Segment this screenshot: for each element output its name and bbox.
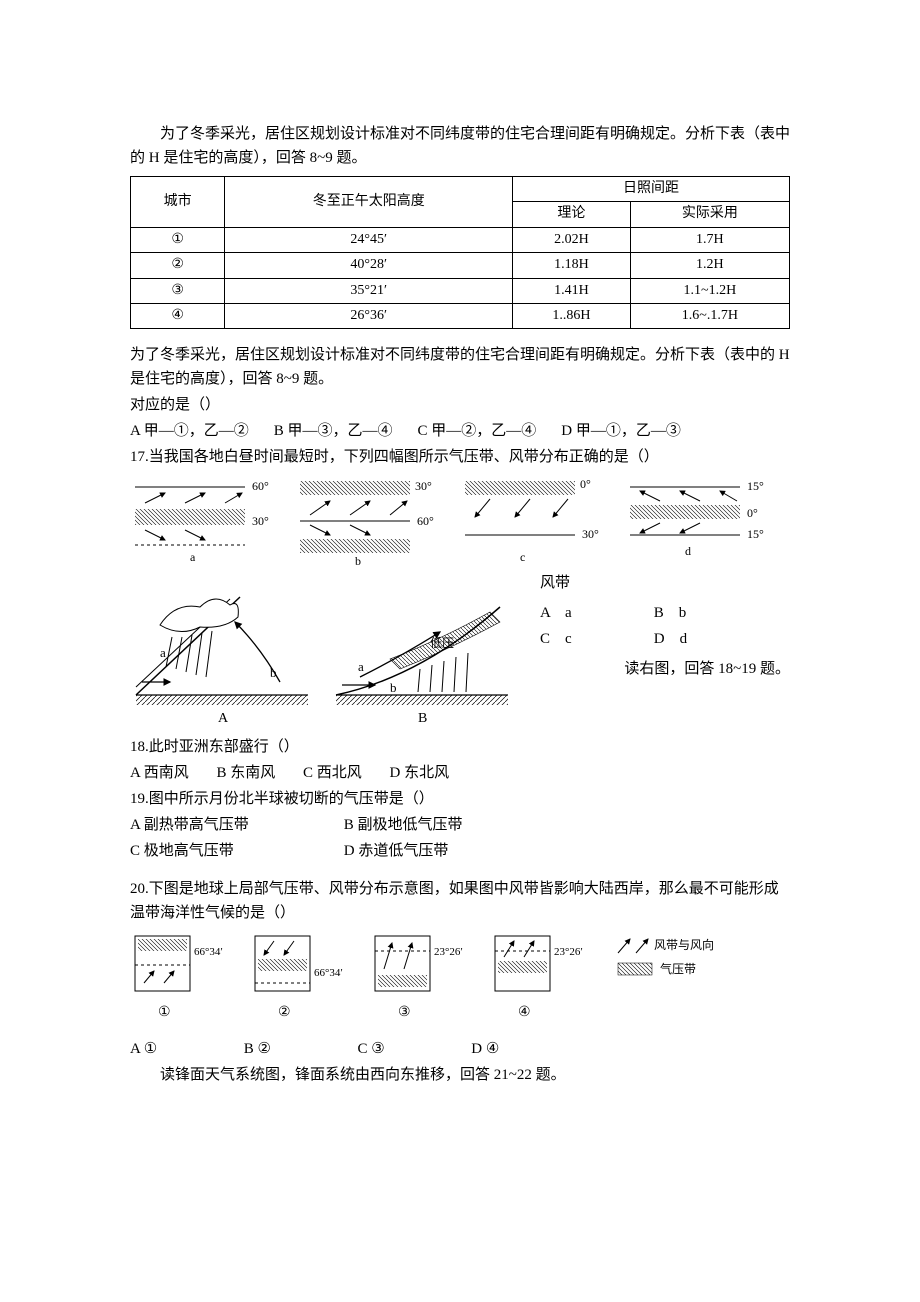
svg-text:30°: 30° [252, 514, 269, 528]
opt-a: A 西南风 [130, 761, 189, 785]
svg-text:A: A [218, 711, 229, 726]
svg-text:a: a [190, 550, 196, 564]
opt-c: C 甲—②，乙—④ [418, 419, 558, 443]
svg-text:0°: 0° [747, 506, 758, 520]
q17-figure: 60° 30° a 30° 60° b 0° 30° c 15° [130, 475, 790, 565]
svg-text:a: a [358, 659, 364, 674]
opt-b: B 甲—③，乙—④ [274, 419, 414, 443]
opt-d: D ④ [471, 1041, 499, 1057]
col-dist: 日照间距 [513, 177, 790, 202]
opt-b: B b [654, 605, 687, 621]
svg-text:15°: 15° [747, 527, 764, 541]
svg-text:23°26′: 23°26′ [554, 946, 583, 958]
intro-top: 为了冬季采光，居住区规划设计标准对不同纬度带的住宅合理间距有明确规定。分析下表（… [130, 122, 790, 170]
opt-c: C ③ [358, 1037, 468, 1061]
svg-text:a: a [160, 645, 166, 660]
opt-c: C 西北风 [303, 761, 362, 785]
svg-text:b: b [355, 554, 361, 565]
opt-a: A 副热带高气压带 [130, 813, 340, 837]
q17-stem: 17.当我国各地白昼时间最短时，下列四幅图所示气压带、风带分布正确的是（） [130, 445, 790, 469]
opt-a: A a [540, 601, 650, 625]
opt-b: B ② [244, 1037, 354, 1061]
svg-text:b: b [270, 665, 277, 680]
svg-text:④: ④ [518, 1005, 531, 1020]
q20-figure: 66°34′ ① 66°34′ ② 23°26′ ③ 23°26′ ④ 风 [130, 931, 790, 1031]
svg-text:c: c [520, 550, 525, 564]
opt-c: C c [540, 627, 650, 651]
q20-stem: 20.下图是地球上局部气压带、风带分布示意图，如果图中风带皆影响大陆西岸，那么最… [130, 877, 790, 925]
q18-stem: 18.此时亚洲东部盛行（） [130, 735, 790, 759]
opt-d: D d [654, 631, 687, 647]
q17-options-2: C c D d [540, 627, 790, 651]
svg-text:b: b [390, 680, 397, 695]
table-row: ① 24°45′ 2.02H 1.7H [131, 227, 790, 252]
svg-text:60°: 60° [252, 479, 269, 493]
svg-text:风带与风向: 风带与风向 [654, 937, 714, 952]
opt-b: B 副极地低气压带 [344, 817, 463, 833]
table-row: ② 40°28′ 1.18H 1.2H [131, 253, 790, 278]
table-header-row: 城市 冬至正午太阳高度 日照间距 [131, 177, 790, 202]
q-match-options: A 甲—①，乙—② B 甲—③，乙—④ C 甲—②，乙—④ D 甲—①，乙—③ [130, 419, 790, 443]
read-right: 读右图，回答 18~19 题。 [540, 657, 790, 681]
col-angle: 冬至正午太阳高度 [225, 177, 513, 228]
opt-b: B 东南风 [217, 761, 276, 785]
svg-text:0°: 0° [580, 477, 591, 491]
opt-d: D 甲—①，乙—③ [561, 419, 701, 443]
opt-a: A 甲—①，乙—② [130, 419, 270, 443]
svg-text:66°34′: 66°34′ [314, 967, 343, 979]
front-figure: a b A 低压 a [130, 577, 520, 727]
svg-text:23°26′: 23°26′ [434, 946, 463, 958]
sunlight-table: 城市 冬至正午太阳高度 日照间距 理论 实际采用 ① 24°45′ 2.02H … [130, 176, 790, 329]
q17-options: A a B b [540, 601, 790, 625]
opt-d: D 东北风 [390, 761, 450, 785]
q19-options-2: C 极地高气压带 D 赤道低气压带 [130, 839, 790, 863]
svg-text:低压: 低压 [430, 636, 454, 650]
svg-text:66°34′: 66°34′ [194, 946, 223, 958]
col-city: 城市 [131, 177, 225, 228]
svg-text:③: ③ [398, 1005, 411, 1020]
opt-a: A ① [130, 1037, 240, 1061]
col-theory: 理论 [513, 202, 631, 227]
col-actual: 实际采用 [630, 202, 789, 227]
svg-text:d: d [685, 544, 691, 558]
opt-d: D 赤道低气压带 [344, 843, 449, 859]
svg-text:30°: 30° [582, 527, 599, 541]
svg-text:①: ① [158, 1005, 171, 1020]
table-row: ③ 35°21′ 1.41H 1.1~1.2H [131, 278, 790, 303]
q19-options: A 副热带高气压带 B 副极地低气压带 [130, 813, 790, 837]
q20-options: A ① B ② C ③ D ④ [130, 1037, 790, 1061]
q-match-stem: 对应的是（） [130, 393, 790, 417]
svg-text:60°: 60° [417, 514, 434, 528]
opt-c: C 极地高气压带 [130, 839, 340, 863]
svg-text:15°: 15° [747, 479, 764, 493]
read-21: 读锋面天气系统图，锋面系统由西向东推移，回答 21~22 题。 [130, 1063, 790, 1087]
svg-text:气压带: 气压带 [660, 961, 696, 976]
q17-fengdai-label: 风带 [540, 571, 790, 595]
intro-bottom: 为了冬季采光，居住区规划设计标准对不同纬度带的住宅合理间距有明确规定。分析下表（… [130, 343, 790, 391]
q18-options: A 西南风 B 东南风 C 西北风 D 东北风 [130, 761, 790, 785]
q19-stem: 19.图中所示月份北半球被切断的气压带是（） [130, 787, 790, 811]
svg-text:②: ② [278, 1005, 291, 1020]
table-row: ④ 26°36′ 1..86H 1.6~.1.7H [131, 303, 790, 328]
svg-text:30°: 30° [415, 479, 432, 493]
svg-text:B: B [418, 711, 427, 726]
